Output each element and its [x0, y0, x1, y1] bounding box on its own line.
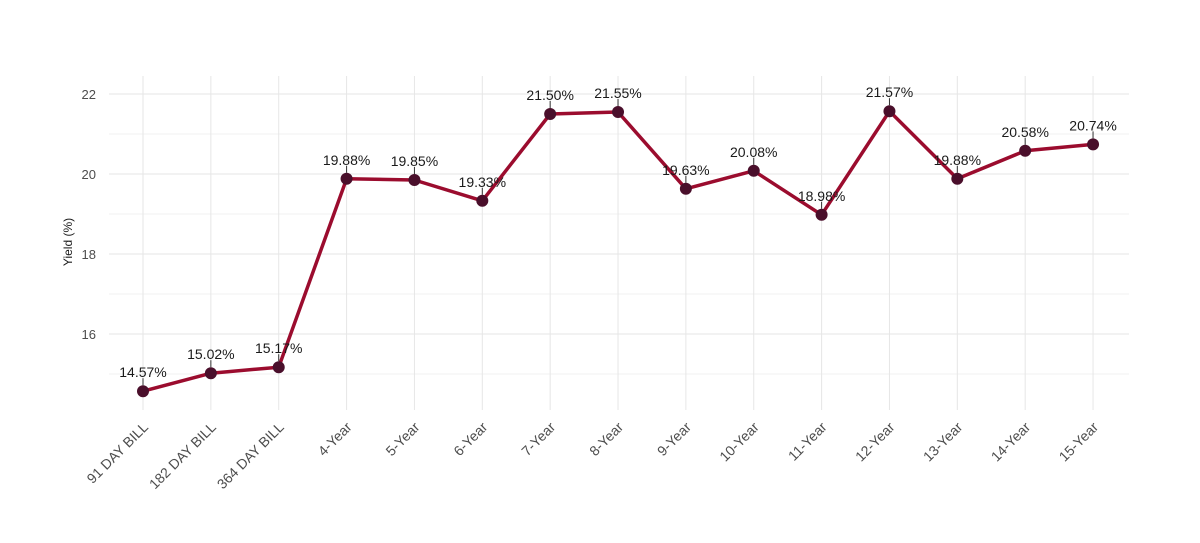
x-tick-label: 182 DAY BILL — [146, 419, 219, 492]
data-point — [272, 361, 285, 374]
data-label: 21.50% — [526, 87, 573, 103]
x-tick-label: 5-Year — [382, 419, 422, 459]
x-tick-label: 11-Year — [785, 419, 830, 464]
data-point — [747, 164, 760, 177]
data-label: 19.63% — [662, 162, 709, 178]
data-label: 21.55% — [594, 85, 641, 101]
data-label: 20.58% — [1001, 124, 1048, 140]
data-point — [544, 108, 557, 120]
x-tick-label: 10-Year — [716, 419, 762, 465]
x-tick-label: 13-Year — [920, 419, 966, 465]
x-tick-label: 15-Year — [1056, 419, 1102, 465]
grid — [109, 76, 1129, 410]
y-axis: 16 18 20 22 — [82, 87, 96, 342]
data-labels: 14.57% 15.02% 15.17% 19.88% 19.85% 19.33% 21.5… — [119, 84, 1117, 386]
data-label: 19.88% — [934, 152, 981, 168]
data-label: 20.74% — [1069, 117, 1116, 133]
data-point — [408, 174, 421, 186]
x-tick-label: 6-Year — [450, 419, 490, 459]
x-tick-label: 364 DAY BILL — [214, 419, 287, 492]
data-point — [1019, 144, 1032, 157]
y-tick-label: 20 — [82, 167, 96, 182]
data-point — [951, 172, 964, 185]
y-tick-label: 22 — [82, 87, 96, 102]
x-tick-label: 4-Year — [315, 419, 355, 459]
x-tick-label: 12-Year — [852, 419, 898, 465]
data-label: 15.17% — [255, 340, 302, 356]
x-tick-label: 9-Year — [654, 419, 694, 459]
series-yield — [137, 105, 1100, 398]
data-label: 19.33% — [459, 174, 506, 190]
data-point — [883, 105, 896, 118]
y-tick-label: 18 — [82, 247, 96, 262]
y-axis-label: Yield (%) — [61, 218, 75, 266]
data-point — [815, 208, 828, 221]
data-point — [1087, 138, 1100, 151]
data-label: 19.85% — [391, 153, 438, 169]
x-tick-label: 14-Year — [988, 419, 1034, 465]
data-point — [612, 106, 625, 118]
data-point — [137, 385, 149, 398]
x-tick-label: 91 DAY BILL — [83, 419, 151, 487]
y-tick-label: 16 — [82, 327, 96, 342]
data-label: 15.02% — [187, 346, 234, 362]
data-label: 18.98% — [798, 188, 845, 204]
data-label: 20.08% — [730, 144, 777, 160]
data-point — [476, 194, 489, 207]
x-tick-label: 8-Year — [586, 419, 626, 459]
data-label: 19.88% — [323, 152, 370, 168]
data-label: 21.57% — [866, 84, 913, 100]
data-point — [679, 182, 692, 195]
data-point — [204, 367, 217, 380]
data-label: 14.57% — [119, 364, 166, 380]
data-point — [340, 172, 353, 185]
x-tick-label: 7-Year — [518, 419, 558, 459]
